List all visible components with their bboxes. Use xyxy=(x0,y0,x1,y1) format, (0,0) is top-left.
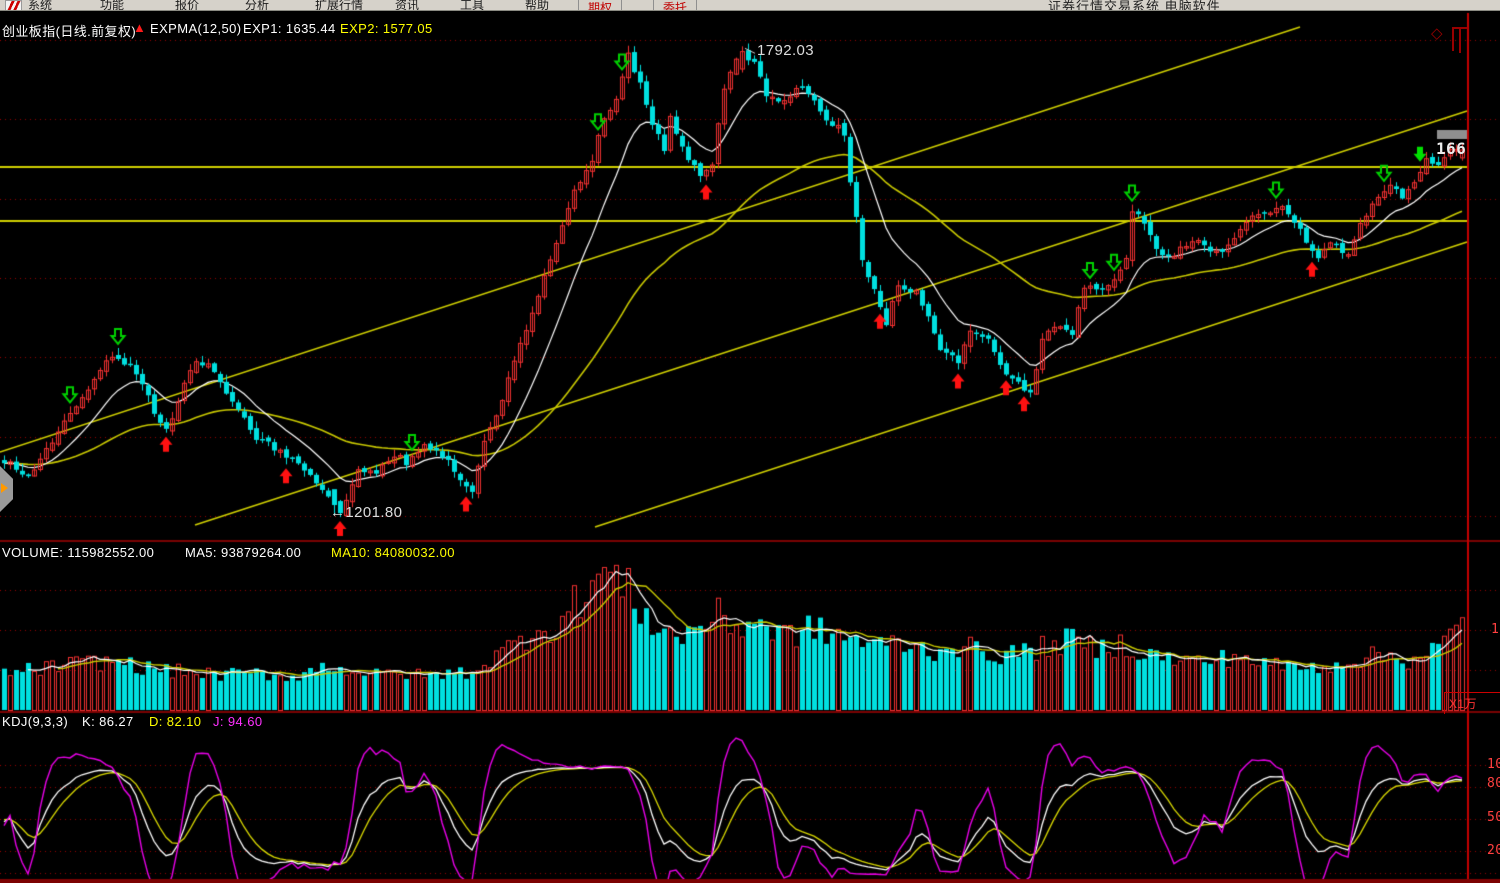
kdj-axis-80: 80 xyxy=(1487,776,1500,791)
last-price-tag: 1662 xyxy=(1436,139,1467,158)
low-price-annotation: ←1201.80 xyxy=(330,504,403,521)
chart-title: 创业板指(日线.前复权) xyxy=(2,24,137,39)
menu-bar: 系统 功能 报价 分析 扩展行情 资讯 工具 帮助 期权 委托 证券行情交易系统… xyxy=(0,0,1500,11)
up-arrow-icon: ▲ xyxy=(133,20,146,35)
kdj-axis-100: 100 xyxy=(1487,757,1500,772)
app-icon[interactable] xyxy=(5,0,22,10)
kdj-axis-50: 50 xyxy=(1487,810,1500,825)
menu-item-function[interactable]: 功能 xyxy=(100,0,125,11)
menu-item-tools[interactable]: 工具 xyxy=(460,0,485,11)
menu-item-help[interactable]: 帮助 xyxy=(525,0,550,11)
menu-item-quotes[interactable]: 报价 xyxy=(175,0,200,11)
window-icon-bar xyxy=(1459,27,1461,53)
volume-ma10-value: MA10: 84080032.00 xyxy=(331,545,455,560)
menu-item-news[interactable]: 资讯 xyxy=(395,0,420,11)
volume-value: VOLUME: 115982552.00 xyxy=(2,545,155,560)
exp1-value: EXP1: 1635.44 xyxy=(243,21,336,36)
diamond-icon[interactable]: ◇ xyxy=(1431,25,1443,42)
menu-item-red-2[interactable]: 委托 xyxy=(653,0,698,10)
volume-ma5-value: MA5: 93879264.00 xyxy=(185,545,302,560)
exp2-value: EXP2: 1577.05 xyxy=(340,21,433,36)
menu-item-extended[interactable]: 扩展行情 xyxy=(315,0,364,11)
menu-item-analysis[interactable]: 分析 xyxy=(245,0,270,11)
scroll-right-icon xyxy=(1,483,8,493)
peak-price-annotation: 1792.03 xyxy=(757,42,815,59)
window-icon[interactable] xyxy=(1452,27,1467,53)
kdj-indicator-label[interactable]: KDJ(9,3,3) xyxy=(2,714,69,729)
kdj-axis-20: 20 xyxy=(1487,843,1500,858)
indicator-label[interactable]: EXPMA(12,50) xyxy=(150,21,242,36)
menubar-right-text: 证券行情交易系统 电脑软件 xyxy=(1048,0,1221,11)
kdj-k-value: K: 86.27 xyxy=(82,714,134,729)
menu-item-red-1[interactable]: 期权 xyxy=(578,0,623,10)
kdj-j-value: J: 94.60 xyxy=(213,714,263,729)
volume-axis-label: 10000 xyxy=(1491,622,1500,637)
left-edge-scroll-tab[interactable] xyxy=(0,466,13,512)
kdj-d-value: D: 82.10 xyxy=(149,714,202,729)
volume-unit-label: X1万 xyxy=(1444,692,1500,714)
menu-item-system[interactable]: 系统 xyxy=(28,0,53,11)
